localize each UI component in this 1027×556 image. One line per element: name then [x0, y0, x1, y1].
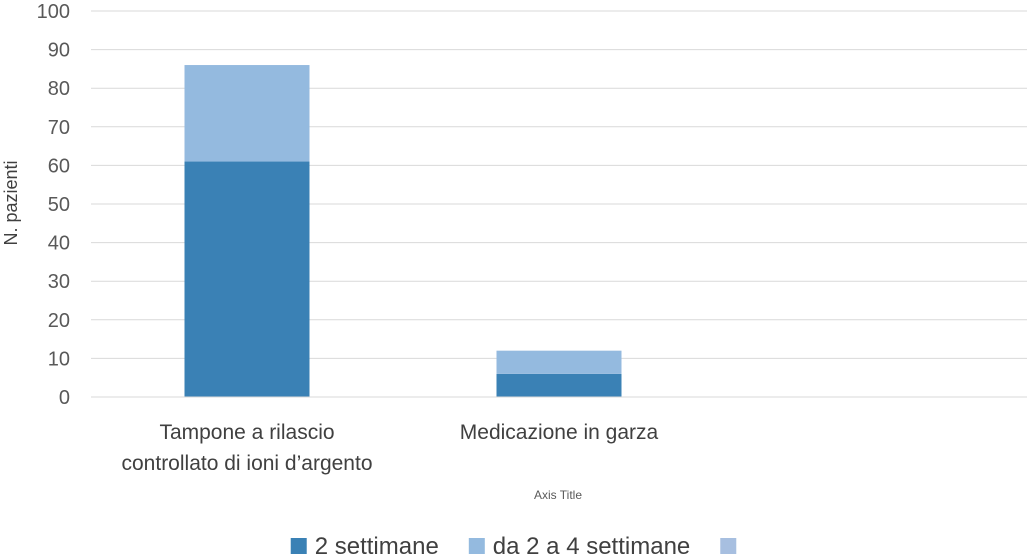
- y-tick-label: 30: [48, 271, 70, 293]
- legend-swatch: [290, 538, 307, 554]
- y-axis-ticks: 0 10 20 30 40 50 60 70 80 90 100: [37, 1, 70, 409]
- y-tick-label: 10: [48, 348, 70, 370]
- legend: 2 settimane da 2 a 4 settimane: [290, 533, 737, 556]
- legend-item: [720, 538, 737, 554]
- category-labels: Tampone a rilascio controllato di ioni d’…: [122, 421, 659, 475]
- x-category-label: Medicazione in garza: [460, 421, 659, 444]
- legend-label: da 2 a 4 settimane: [493, 533, 690, 556]
- legend-swatch: [468, 538, 485, 554]
- bar-segment: [496, 350, 622, 374]
- y-tick-label: 80: [48, 78, 70, 100]
- bar-segment: [184, 65, 310, 162]
- y-tick-label: 70: [48, 117, 70, 139]
- x-axis-title: Axis Title: [534, 488, 582, 502]
- y-tick-label: 90: [48, 40, 70, 62]
- y-tick-label: 0: [59, 387, 70, 409]
- y-tick-label: 20: [48, 310, 70, 332]
- x-category-label: controllato di ioni d’argento: [122, 452, 373, 475]
- bars: [184, 65, 622, 397]
- y-tick-label: 50: [48, 194, 70, 216]
- y-axis-title: N. pazienti: [1, 160, 21, 245]
- legend-label: 2 settimane: [315, 533, 439, 556]
- legend-item: da 2 a 4 settimane: [468, 533, 690, 556]
- y-tick-label: 60: [48, 155, 70, 177]
- y-tick-label: 100: [37, 1, 70, 23]
- legend-item: 2 settimane: [290, 533, 439, 556]
- legend-swatch: [720, 538, 737, 554]
- bar-segment: [184, 161, 310, 397]
- bar-segment: [496, 373, 622, 397]
- x-category-label: Tampone a rilascio: [159, 421, 334, 444]
- y-tick-label: 40: [48, 233, 70, 255]
